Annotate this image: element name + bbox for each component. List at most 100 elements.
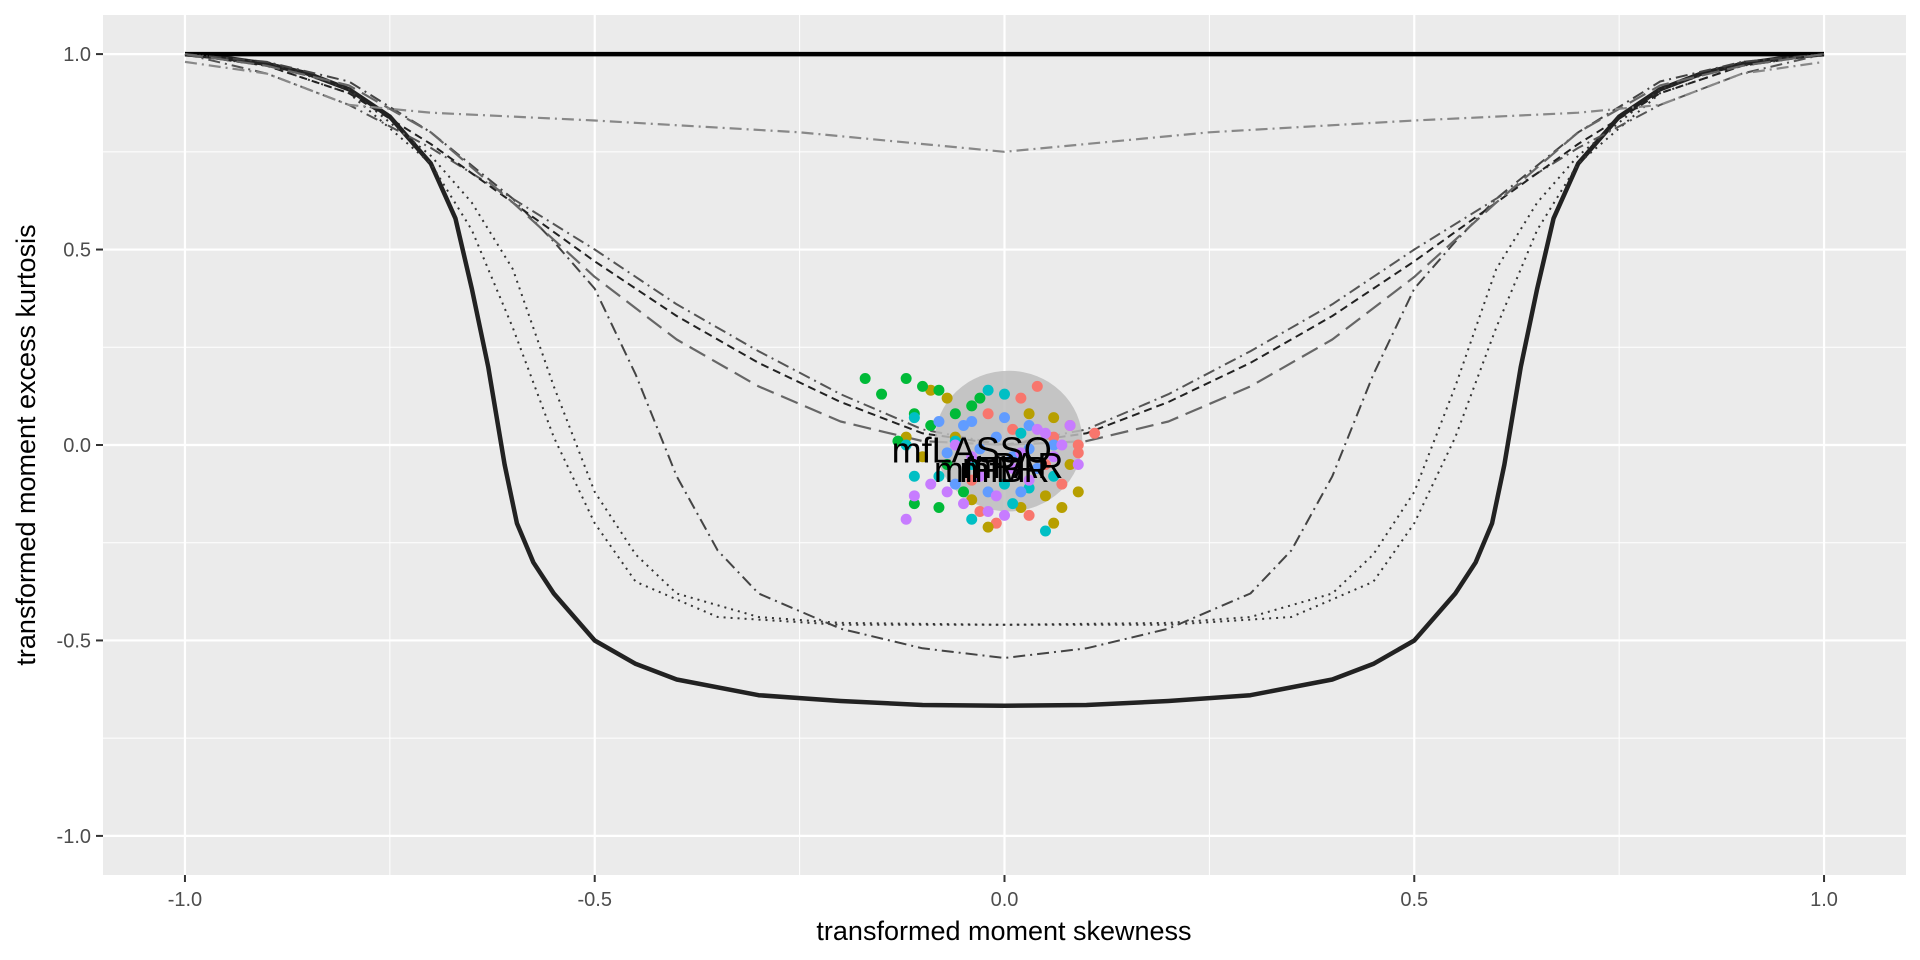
scatter-point-5 <box>1064 419 1076 431</box>
y-tick-label: 0.0 <box>63 435 91 457</box>
boundary-curve-dashdot-light <box>184 60 1825 153</box>
scatter-point-0 <box>1023 509 1035 521</box>
scatter-point-3 <box>966 459 978 471</box>
scatter-point-0 <box>1015 392 1027 404</box>
boundary-curve-longdash <box>184 53 1825 447</box>
scatter-point-1 <box>1048 412 1060 424</box>
scatter-point-2 <box>908 498 920 510</box>
scatter-point-2 <box>917 380 929 392</box>
scatter-point-5 <box>999 509 1010 521</box>
scatter-point-0 <box>1072 439 1084 451</box>
scatter-point-5 <box>900 513 912 525</box>
scatter-point-3 <box>999 478 1010 490</box>
scatter-point-5 <box>1048 451 1060 463</box>
scatter-point-3 <box>1007 498 1019 510</box>
scatter-point-3 <box>1023 482 1035 494</box>
scatter-point-0 <box>990 517 1002 529</box>
scatter-point-4 <box>949 478 961 490</box>
y-tick-label: 0.5 <box>63 240 91 262</box>
scatter-point-5 <box>1072 459 1084 471</box>
scatter-point-5 <box>958 498 970 510</box>
scatter-point-5 <box>1039 427 1051 439</box>
scatter-point-2 <box>958 486 970 498</box>
scatter-point-5 <box>1007 462 1019 474</box>
boundary-curves <box>184 51 1825 708</box>
scatter-point-3 <box>908 470 920 482</box>
boundary-curve-dashed <box>184 53 1825 446</box>
scatter-point-4 <box>966 416 978 428</box>
scatter-point-4 <box>999 412 1010 424</box>
scatter-point-2 <box>892 435 904 447</box>
scatter-point-4 <box>958 419 970 431</box>
scatter-point-2 <box>900 373 912 385</box>
scatter-point-1 <box>917 451 929 463</box>
boundary-curve-dotted <box>184 53 1825 626</box>
scatter-point-2 <box>941 459 953 471</box>
scatter-point-4 <box>941 447 953 459</box>
scatter-point-1 <box>1056 502 1068 514</box>
scatter-point-0 <box>1039 459 1051 471</box>
scatter-point-3 <box>900 439 912 451</box>
scatter-point-3 <box>1048 470 1060 482</box>
scatter-point-2 <box>974 392 986 404</box>
scatter-point-2 <box>859 373 871 385</box>
scatter-point-5 <box>974 470 986 482</box>
scatter-point-2 <box>966 400 978 412</box>
scatter-point-5 <box>908 490 920 502</box>
scatter-point-1 <box>1039 490 1051 502</box>
scatter-point-3 <box>999 388 1010 400</box>
scatter-point-4 <box>1007 451 1019 463</box>
scatter-point-5 <box>1023 474 1035 486</box>
scatter-point-1 <box>941 392 953 404</box>
scatter-point-0 <box>1048 431 1060 443</box>
scatter-point-3 <box>1015 427 1027 439</box>
scatter-point-4 <box>974 443 986 455</box>
scatter-point-2 <box>925 419 937 431</box>
scatter-point-0 <box>1072 447 1084 459</box>
boundary-curve-solid-thick <box>184 51 1825 708</box>
scatter-point-5 <box>941 486 953 498</box>
x-axis-title: transformed moment skewness <box>816 916 1191 946</box>
y-tick-label: -1.0 <box>57 826 91 848</box>
scatter-point-4 <box>1023 419 1035 431</box>
scatter-point-1 <box>966 494 978 506</box>
scatter-point-0 <box>974 505 986 517</box>
scatter-point-5 <box>1015 447 1027 459</box>
scatter-point-5 <box>925 478 937 490</box>
scatter-point-3 <box>933 470 945 482</box>
scatter-point-5 <box>990 490 1002 502</box>
scatter-point-0 <box>1089 427 1101 439</box>
scatter-point-2 <box>933 384 945 396</box>
scatter-point-4 <box>1023 443 1035 455</box>
scatter-point-5 <box>949 439 961 451</box>
scatter-point-1 <box>1048 517 1060 529</box>
point-label: mPAR <box>962 445 1063 486</box>
scatter-point-4 <box>990 431 1002 443</box>
scatter-point-1 <box>1072 486 1084 498</box>
scatter-point-4 <box>1048 439 1060 451</box>
y-tick-label: -0.5 <box>57 630 91 652</box>
scatter-point-1 <box>925 384 937 396</box>
y-tick-label: 1.0 <box>63 44 91 66</box>
scatter-point-5 <box>982 505 994 517</box>
scatter-point-1 <box>1023 408 1035 420</box>
scatter-point-3 <box>982 384 994 396</box>
scatter-point-0 <box>1031 380 1043 392</box>
scatter-point-5 <box>1056 439 1068 451</box>
scatter-point-1 <box>982 521 994 533</box>
scatter-point-2 <box>933 502 945 514</box>
x-tick-label: -1.0 <box>168 889 202 911</box>
point-label: mfBR <box>960 449 1050 490</box>
scatter-point-2 <box>949 408 961 420</box>
scatter-point-2 <box>876 388 888 400</box>
scatter-point-1 <box>900 431 912 443</box>
x-tick-label: 0.0 <box>991 889 1019 911</box>
scatter-point-5 <box>1031 423 1043 435</box>
scatter-point-3 <box>908 412 920 424</box>
scatter-point-5 <box>966 451 978 463</box>
point-label: mfFM <box>934 449 1026 490</box>
x-tick-label: -0.5 <box>577 889 611 911</box>
scatter-point-4 <box>982 486 994 498</box>
